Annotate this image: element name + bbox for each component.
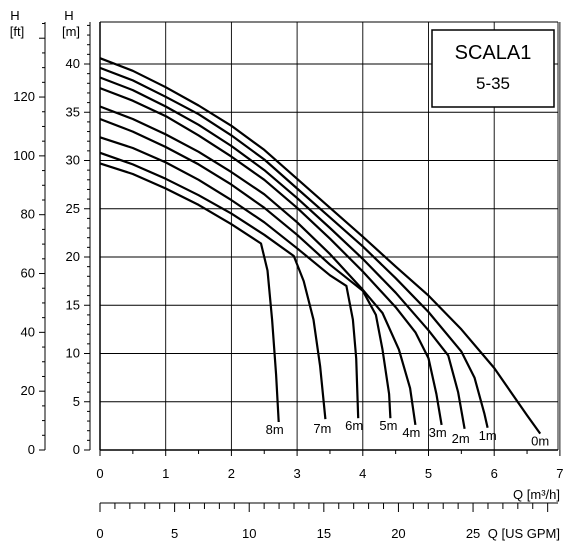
y-tick-label-ft: 80 [21,207,35,222]
curve-label-6m: 6m [345,418,363,433]
x-tick-label-m3h: 0 [96,466,103,481]
curve-8m [99,162,280,423]
curve-label-7m: 7m [313,421,331,436]
curve-label-8m: 8m [266,422,284,437]
y-tick-label-m: 35 [66,104,80,119]
ylabel-m-unit: H [64,8,73,23]
y-tick-label-m: 5 [73,394,80,409]
y-tick-label-ft: 0 [28,442,35,457]
title-box-frame [431,29,555,108]
x-tick-label-m3h: 3 [293,466,300,481]
chart-subtitle: 5-35 [476,74,510,93]
x-tick-label-m3h: 2 [228,466,235,481]
curve-0m [99,57,542,435]
curve-label-3m: 3m [429,425,447,440]
curve-6m [99,136,360,419]
x-tick-label-gpm: 20 [391,526,405,541]
x-tick-label-gpm: 25 [466,526,480,541]
x-tick-label-m3h: 7 [556,466,563,481]
x-tick-label-m3h: 1 [162,466,169,481]
curves: 0m 1m 2m 3m 4m 5m 6m 7m 8m [99,57,549,449]
ylabel-m-unit2: [m] [62,24,80,39]
curve-label-5m: 5m [379,418,397,433]
x-tick-label-gpm: 10 [242,526,256,541]
curve-4m [99,105,417,426]
y-tick-label-ft: 60 [21,266,35,281]
y-tick-label-ft: 40 [21,324,35,339]
y-tick-label-ft: 100 [13,148,35,163]
x-tick-label-gpm: 0 [96,526,103,541]
y-tick-label-m: 15 [66,297,80,312]
chart-title: SCALA1 [455,42,532,64]
ylabel-ft-unit: H [10,8,19,23]
x-tick-label-m3h: 4 [359,466,366,481]
x-tick-label-gpm: 15 [317,526,331,541]
xlabel-gpm: Q [US GPM] [488,526,560,541]
grid [99,21,561,451]
y-tick-label-m: 20 [66,249,80,264]
ylabel-ft-unit2: [ft] [10,24,24,39]
x-tick-label-m3h: 6 [491,466,498,481]
y-tick-label-ft: 120 [13,89,35,104]
curve-3m [99,87,443,426]
curve-1m [99,66,489,429]
curve-label-1m: 1m [479,428,497,443]
x-tick-label-m3h: 5 [425,466,432,481]
curve-label-2m: 2m [452,431,470,446]
xlabel-m3h: Q [m³/h] [513,487,560,502]
y-tick-label-m: 25 [66,201,80,216]
y-tick-label-m: 10 [66,346,80,361]
curve-7m [99,151,327,420]
y-tick-label-m: 30 [66,153,80,168]
y-tick-label-ft: 20 [21,383,35,398]
curve-label-0m: 0m [531,434,549,449]
title-box: SCALA1 5-35 [431,29,555,108]
curve-2m [99,76,466,429]
curve-label-4m: 4m [402,425,420,440]
x-tick-label-gpm: 5 [171,526,178,541]
curve-5m [99,117,392,419]
y-tick-label-m: 0 [73,442,80,457]
y-tick-label-m: 40 [66,56,80,71]
